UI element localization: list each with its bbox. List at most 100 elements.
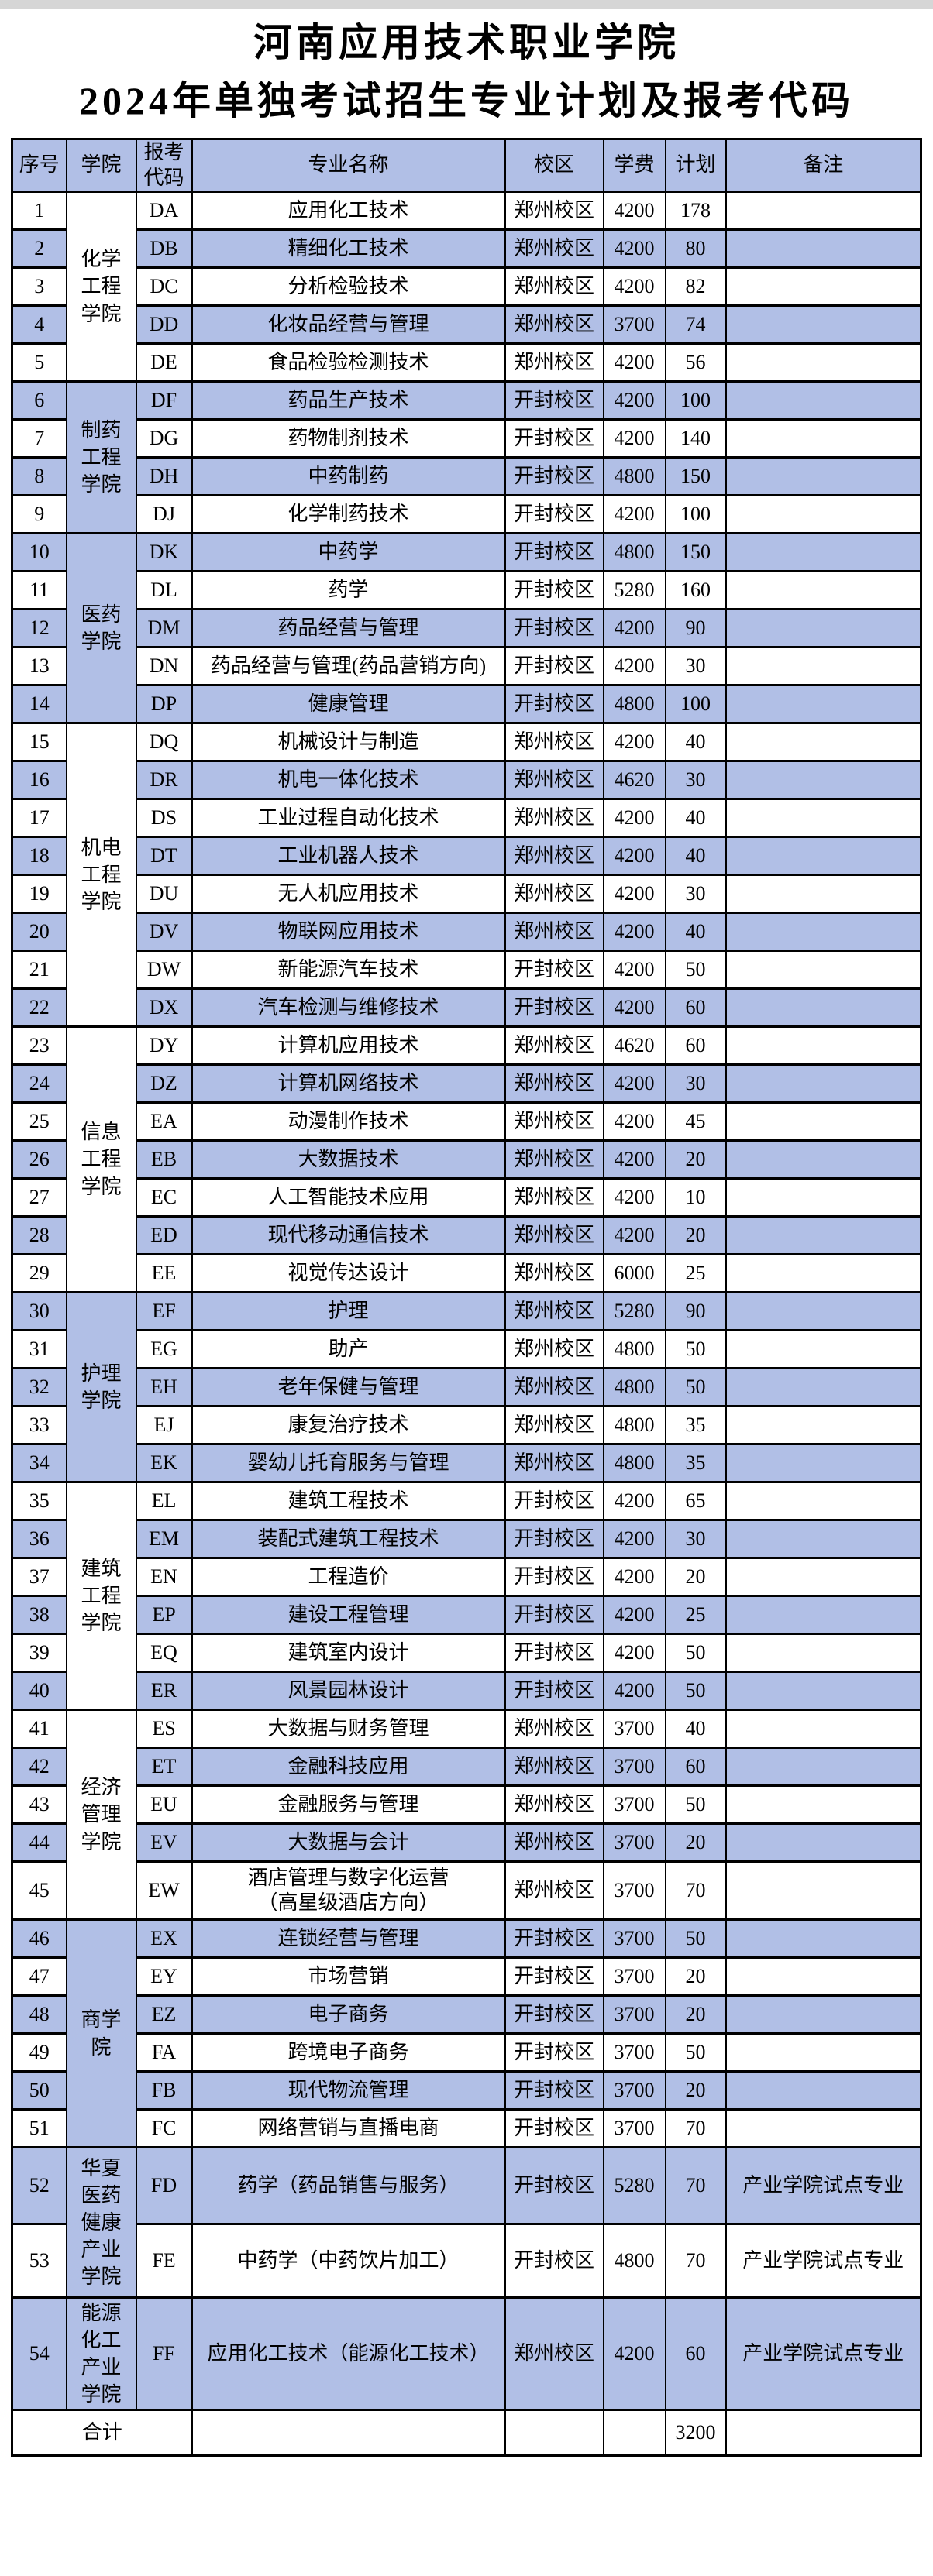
campus-cell: 开封校区	[504, 570, 604, 610]
plan-cell: 40	[664, 1709, 727, 1749]
seq-cell: 33	[11, 1405, 67, 1445]
seq-cell: 12	[11, 608, 67, 648]
seq-cell: 34	[11, 1443, 67, 1483]
total-tuition-cell	[602, 2409, 666, 2457]
major-name: 应用化工技术（能源化工技术）	[207, 2341, 490, 2365]
remark-cell	[725, 2108, 922, 2148]
table-row: 16 DR 机电一体化技术 郑州校区 4620 30	[11, 760, 922, 800]
seq-cell: 14	[11, 684, 67, 724]
tuition-cell: 4200	[602, 722, 666, 762]
table-row: 36 EM 装配式建筑工程技术 开封校区 4200 30	[11, 1519, 922, 1559]
plan-cell: 25	[664, 1253, 727, 1293]
plan-cell: 50	[664, 950, 727, 990]
table-row: 20 DV 物联网应用技术 郑州校区 4200 40	[11, 912, 922, 952]
campus-cell: 开封校区	[504, 2146, 604, 2225]
code-cell: EG	[135, 1329, 193, 1369]
campus-cell: 郑州校区	[504, 1215, 604, 1255]
major-name: 人工智能技术应用	[267, 1185, 429, 1208]
major-cell: 护理	[191, 1291, 506, 1331]
campus-cell: 开封校区	[504, 646, 604, 686]
major-name: 电子商务	[308, 2002, 389, 2025]
seq-cell: 25	[11, 1101, 67, 1142]
seq-cell: 21	[11, 950, 67, 990]
header-college: 学院	[65, 138, 137, 193]
campus-cell: 开封校区	[504, 1519, 604, 1559]
tuition-cell: 4200	[602, 1139, 666, 1180]
table-row: 30 护理学院 EF 护理 郑州校区 5280 90	[11, 1291, 922, 1483]
campus-cell: 郑州校区	[504, 1709, 604, 1749]
tuition-cell: 4200	[602, 987, 666, 1028]
major-name: 连锁经营与管理	[277, 1926, 419, 1949]
major-name: 视觉传达设计	[287, 1261, 409, 1284]
code-cell: EC	[135, 1177, 193, 1218]
table-row: 27 EC 人工智能技术应用 郑州校区 4200 10	[11, 1177, 922, 1218]
table-row: 10 医药学院 DK 中药学 开封校区 4800 150	[11, 532, 922, 724]
seq-cell: 38	[11, 1595, 67, 1635]
remark-cell: 产业学院试点专业	[725, 2146, 922, 2225]
tuition-cell: 3700	[602, 2032, 666, 2073]
plan-cell: 65	[664, 1481, 727, 1521]
remark-cell	[725, 266, 922, 307]
total-row: 合计 3200	[11, 2409, 922, 2457]
campus-cell: 郑州校区	[504, 1101, 604, 1142]
major-cell: 精细化工技术	[191, 228, 506, 269]
plan-cell: 40	[664, 912, 727, 952]
major-cell: 康复治疗技术	[191, 1405, 506, 1445]
remark-cell	[725, 1405, 922, 1445]
major-name: 动漫制作技术	[287, 1109, 409, 1132]
seq-cell: 22	[11, 987, 67, 1028]
campus-cell: 郑州校区	[504, 1025, 604, 1066]
tuition-cell: 3700	[602, 1860, 666, 1921]
table-row: 2 DB 精细化工技术 郑州校区 4200 80	[11, 228, 922, 269]
campus-cell: 郑州校区	[504, 912, 604, 952]
table-row: 48 EZ 电子商务 开封校区 3700 20	[11, 1994, 922, 2035]
campus-cell: 开封校区	[504, 2223, 604, 2299]
tuition-cell: 4200	[602, 1063, 666, 1104]
tuition-cell: 4800	[602, 1329, 666, 1369]
code-cell: DV	[135, 912, 193, 952]
table-header: 序号 学院 报考代码 专业名称 校区 学费 计划 备注	[11, 138, 922, 193]
tuition-cell: 3700	[602, 1747, 666, 1787]
college-cell: 华夏医药健康产业学院	[65, 2146, 137, 2299]
code-cell: DJ	[135, 494, 193, 534]
code-cell: DS	[135, 798, 193, 838]
code-cell: EQ	[135, 1633, 193, 1673]
seq-cell: 46	[11, 1918, 67, 1959]
tuition-cell: 4800	[602, 1443, 666, 1483]
code-cell: DH	[135, 456, 193, 496]
plan-cell: 20	[664, 1956, 727, 1997]
table-row: 17 DS 工业过程自动化技术 郑州校区 4200 40	[11, 798, 922, 838]
major-name-line2: （高星级酒店方向）	[257, 1891, 439, 1914]
seq-cell: 10	[11, 532, 67, 572]
remark-cell	[725, 494, 922, 534]
major-cell: 汽车检测与维修技术	[191, 987, 506, 1028]
tuition-cell: 4200	[602, 266, 666, 307]
college-cell: 机电工程学院	[65, 722, 137, 1028]
major-name: 大数据技术	[298, 1147, 399, 1170]
plan-cell: 70	[664, 2223, 727, 2299]
table-row: 14 DP 健康管理 开封校区 4800 100	[11, 684, 922, 724]
major-cell: 机电一体化技术	[191, 760, 506, 800]
header-tuition: 学费	[602, 138, 666, 193]
code-cell: EV	[135, 1822, 193, 1863]
seq-cell: 2	[11, 228, 67, 269]
major-cell: 化学制药技术	[191, 494, 506, 534]
remark-cell	[725, 1367, 922, 1407]
code-cell: FE	[135, 2223, 193, 2299]
table-row: 8 DH 中药制药 开封校区 4800 150	[11, 456, 922, 496]
campus-cell: 开封校区	[504, 987, 604, 1028]
code-cell: EB	[135, 1139, 193, 1180]
major-cell: 健康管理	[191, 684, 506, 724]
plan-cell: 50	[664, 1633, 727, 1673]
seq-cell: 17	[11, 798, 67, 838]
tuition-cell: 5280	[602, 2146, 666, 2225]
table-row: 51 FC 网络营销与直播电商 开封校区 3700 70	[11, 2108, 922, 2148]
code-cell: EU	[135, 1784, 193, 1825]
campus-cell: 郑州校区	[504, 1063, 604, 1104]
remark-cell	[725, 1671, 922, 1711]
total-plan-cell: 3200	[664, 2409, 727, 2457]
campus-cell: 郑州校区	[504, 874, 604, 914]
remark-cell	[725, 228, 922, 269]
plan-cell: 50	[664, 2032, 727, 2073]
code-cell: ER	[135, 1671, 193, 1711]
